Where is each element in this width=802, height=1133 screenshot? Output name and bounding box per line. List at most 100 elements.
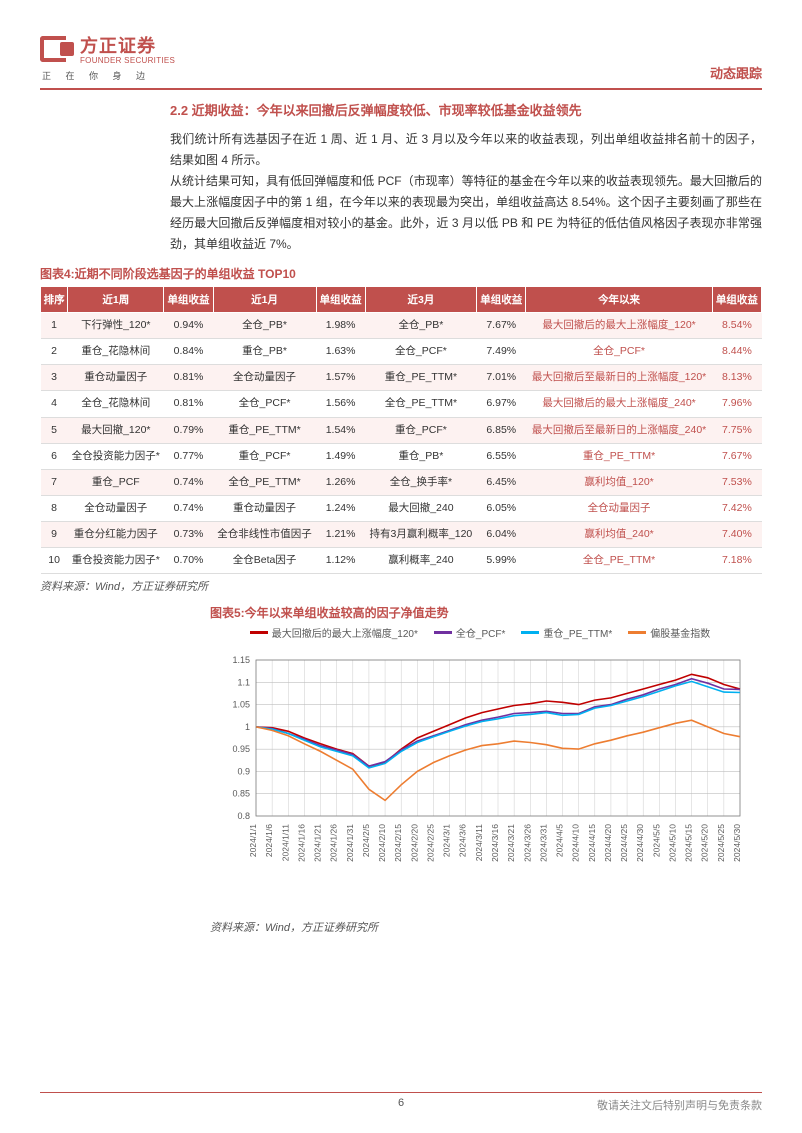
table-cell: 1.54% [316, 417, 365, 443]
table4-col-header: 近1月 [213, 287, 316, 313]
svg-text:1.05: 1.05 [232, 700, 250, 710]
table-cell: 7.67% [477, 313, 526, 339]
legend-swatch [434, 631, 452, 634]
legend-item: 重仓_PE_TTM* [521, 625, 612, 640]
table-cell: 7.96% [712, 391, 761, 417]
logo-tagline: 正 在 你 身 边 [42, 69, 175, 82]
svg-text:1.1: 1.1 [237, 678, 250, 688]
table-cell: 7.75% [712, 417, 761, 443]
table-cell: 6.45% [477, 469, 526, 495]
table-row: 4全仓_花隐林间0.81%全仓_PCF*1.56%全仓_PE_TTM*6.97%… [41, 391, 762, 417]
table-row: 2重仓_花隐林间0.84%重仓_PB*1.63%全仓_PCF*7.49%全仓_P… [41, 339, 762, 365]
legend-label: 最大回撤后的最大上涨幅度_120* [272, 625, 418, 640]
table-cell: 1.21% [316, 522, 365, 548]
table4-col-header: 近3月 [365, 287, 477, 313]
table-row: 9重仓分红能力因子0.73%全仓非线性市值因子1.21%持有3月赢利概率_120… [41, 522, 762, 548]
table-cell: 0.77% [164, 443, 213, 469]
logo-block: 方正证券 FOUNDER SECURITIES 正 在 你 身 边 [40, 32, 175, 82]
legend-item: 最大回撤后的最大上涨幅度_120* [250, 625, 418, 640]
table-cell: 全仓_PE_TTM* [213, 469, 316, 495]
table-cell: 赢利均值_120* [526, 469, 713, 495]
table4-col-header: 近1周 [68, 287, 164, 313]
table-cell: 重仓投资能力因子* [68, 548, 164, 574]
table-cell: 全仓_PE_TTM* [365, 391, 477, 417]
svg-text:2024/2/10: 2024/2/10 [377, 824, 387, 862]
svg-text:2024/2/20: 2024/2/20 [409, 824, 419, 862]
table-cell: 0.81% [164, 391, 213, 417]
table-cell: 赢利均值_240* [526, 522, 713, 548]
chart5-source: 资料来源：Wind，方正证券研究所 [210, 919, 762, 935]
svg-text:2024/3/31: 2024/3/31 [538, 824, 548, 862]
svg-text:2024/4/20: 2024/4/20 [603, 824, 613, 862]
svg-text:2024/5/5: 2024/5/5 [651, 824, 661, 857]
legend-label: 全仓_PCF* [456, 625, 505, 640]
table-row: 5最大回撤_120*0.79%重仓_PE_TTM*1.54%重仓_PCF*6.8… [41, 417, 762, 443]
table-cell: 重仓动量因子 [213, 495, 316, 521]
table-cell: 全仓Beta因子 [213, 548, 316, 574]
table-cell: 7.01% [477, 365, 526, 391]
table-cell: 重仓_PCF* [213, 443, 316, 469]
logo-text-en: FOUNDER SECURITIES [80, 56, 175, 65]
table-cell: 1.56% [316, 391, 365, 417]
table-cell: 全仓_花隐林间 [68, 391, 164, 417]
table-cell: 重仓_PE_TTM* [213, 417, 316, 443]
table-cell: 0.94% [164, 313, 213, 339]
table-cell: 4 [41, 391, 68, 417]
table-cell: 全仓_换手率* [365, 469, 477, 495]
table-cell: 最大回撤_240 [365, 495, 477, 521]
table-cell: 7.40% [712, 522, 761, 548]
table-cell: 3 [41, 365, 68, 391]
svg-text:0.85: 0.85 [232, 789, 250, 799]
table-row: 3重仓动量因子0.81%全仓动量因子1.57%重仓_PE_TTM*7.01%最大… [41, 365, 762, 391]
page-header: 方正证券 FOUNDER SECURITIES 正 在 你 身 边 动态跟踪 [40, 32, 762, 90]
legend-item: 偏股基金指数 [628, 625, 710, 640]
table-cell: 7 [41, 469, 68, 495]
table-cell: 全仓_PE_TTM* [526, 548, 713, 574]
chart5-svg: 0.80.850.90.9511.051.11.152024/1/12024/1… [210, 642, 750, 912]
table4-col-header: 单组收益 [712, 287, 761, 313]
table-row: 7重仓_PCF0.74%全仓_PE_TTM*1.26%全仓_换手率*6.45%赢… [41, 469, 762, 495]
svg-text:2024/4/30: 2024/4/30 [635, 824, 645, 862]
legend-item: 全仓_PCF* [434, 625, 505, 640]
table-cell: 1.98% [316, 313, 365, 339]
table-cell: 8 [41, 495, 68, 521]
table-cell: 8.54% [712, 313, 761, 339]
svg-text:2024/1/21: 2024/1/21 [313, 824, 323, 862]
table-cell: 1.57% [316, 365, 365, 391]
table-cell: 0.79% [164, 417, 213, 443]
table-cell: 最大回撤后至最新日的上涨幅度_120* [526, 365, 713, 391]
table-row: 1下行弹性_120*0.94%全仓_PB*1.98%全仓_PB*7.67%最大回… [41, 313, 762, 339]
table-cell: 全仓_PB* [365, 313, 477, 339]
svg-text:2024/1/1: 2024/1/1 [248, 824, 258, 857]
svg-text:2024/3/21: 2024/3/21 [506, 824, 516, 862]
svg-text:2024/3/26: 2024/3/26 [522, 824, 532, 862]
svg-text:2024/1/26: 2024/1/26 [329, 824, 339, 862]
table-cell: 最大回撤后的最大上涨幅度_240* [526, 391, 713, 417]
table-cell: 最大回撤后至最新日的上涨幅度_240* [526, 417, 713, 443]
paragraph-2: 从统计结果可知，具有低回弹幅度和低 PCF（市现率）等特征的基金在今年以来的收益… [170, 171, 762, 255]
svg-text:0.95: 0.95 [232, 744, 250, 754]
svg-text:0.8: 0.8 [237, 811, 250, 821]
table-cell: 0.73% [164, 522, 213, 548]
table4-col-header: 排序 [41, 287, 68, 313]
svg-text:1.15: 1.15 [232, 655, 250, 665]
table-cell: 全仓_PCF* [365, 339, 477, 365]
table-cell: 重仓_PB* [365, 443, 477, 469]
table-cell: 7.42% [712, 495, 761, 521]
table-cell: 全仓动量因子 [526, 495, 713, 521]
table-cell: 全仓_PCF* [526, 339, 713, 365]
table-cell: 重仓_PCF [68, 469, 164, 495]
svg-text:2024/4/5: 2024/4/5 [555, 824, 565, 857]
table-cell: 重仓_花隐林间 [68, 339, 164, 365]
table-cell: 6.85% [477, 417, 526, 443]
svg-text:2024/5/25: 2024/5/25 [716, 824, 726, 862]
table-cell: 6.05% [477, 495, 526, 521]
table-cell: 8.44% [712, 339, 761, 365]
table-cell: 5.99% [477, 548, 526, 574]
table4-col-header: 单组收益 [477, 287, 526, 313]
legend-swatch [250, 631, 268, 634]
table-cell: 重仓_PCF* [365, 417, 477, 443]
table-cell: 重仓分红能力因子 [68, 522, 164, 548]
table-row: 8全仓动量因子0.74%重仓动量因子1.24%最大回撤_2406.05%全仓动量… [41, 495, 762, 521]
svg-text:2024/2/25: 2024/2/25 [425, 824, 435, 862]
